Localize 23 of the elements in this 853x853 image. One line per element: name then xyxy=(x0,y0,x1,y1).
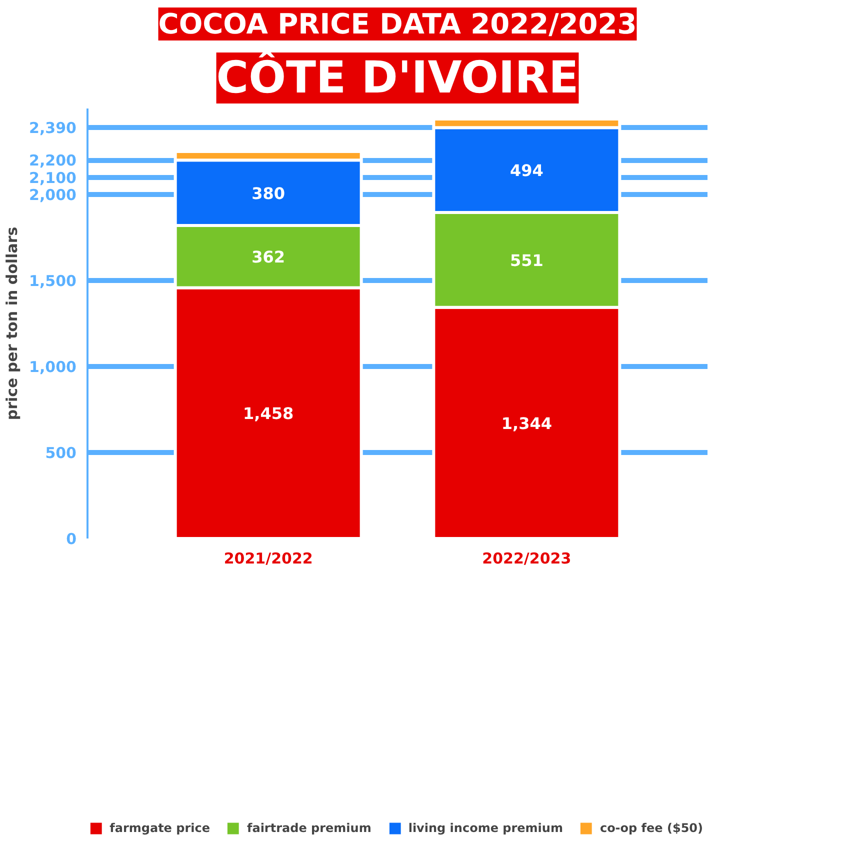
x-tick-label: 2022/2023 xyxy=(482,550,572,568)
y-tick-label: 1,000 xyxy=(29,358,77,376)
data-label: 380 xyxy=(252,184,286,203)
data-label: 1,344 xyxy=(501,414,552,433)
legend-label: living income premium xyxy=(408,821,563,835)
x-tick-label: 2021/2022 xyxy=(224,550,313,568)
legend-label: co-op fee ($50) xyxy=(600,821,703,835)
y-tick-label: 500 xyxy=(45,444,76,462)
data-label: 494 xyxy=(510,161,544,180)
y-tick-label: 2,100 xyxy=(29,168,77,187)
legend-label: farmgate price xyxy=(110,821,210,835)
data-label: 551 xyxy=(510,250,544,270)
y-tick-label: 2,000 xyxy=(29,186,77,204)
data-label: 362 xyxy=(252,248,286,267)
chart-title: COCOA PRICE DATA 2022/2023 xyxy=(158,8,637,40)
y-axis-title: price per ton in dollars xyxy=(3,226,22,420)
y-tick-label: 0 xyxy=(66,530,76,548)
y-tick-label: 2,390 xyxy=(29,118,77,137)
data-label: 1,458 xyxy=(243,404,294,424)
legend-label: fairtrade premium xyxy=(247,821,372,835)
y-tick-label: 1,500 xyxy=(29,272,77,290)
y-tick-label: 2,200 xyxy=(29,152,77,170)
chart-subtitle: CÔTE D'IVOIRE xyxy=(216,52,579,104)
